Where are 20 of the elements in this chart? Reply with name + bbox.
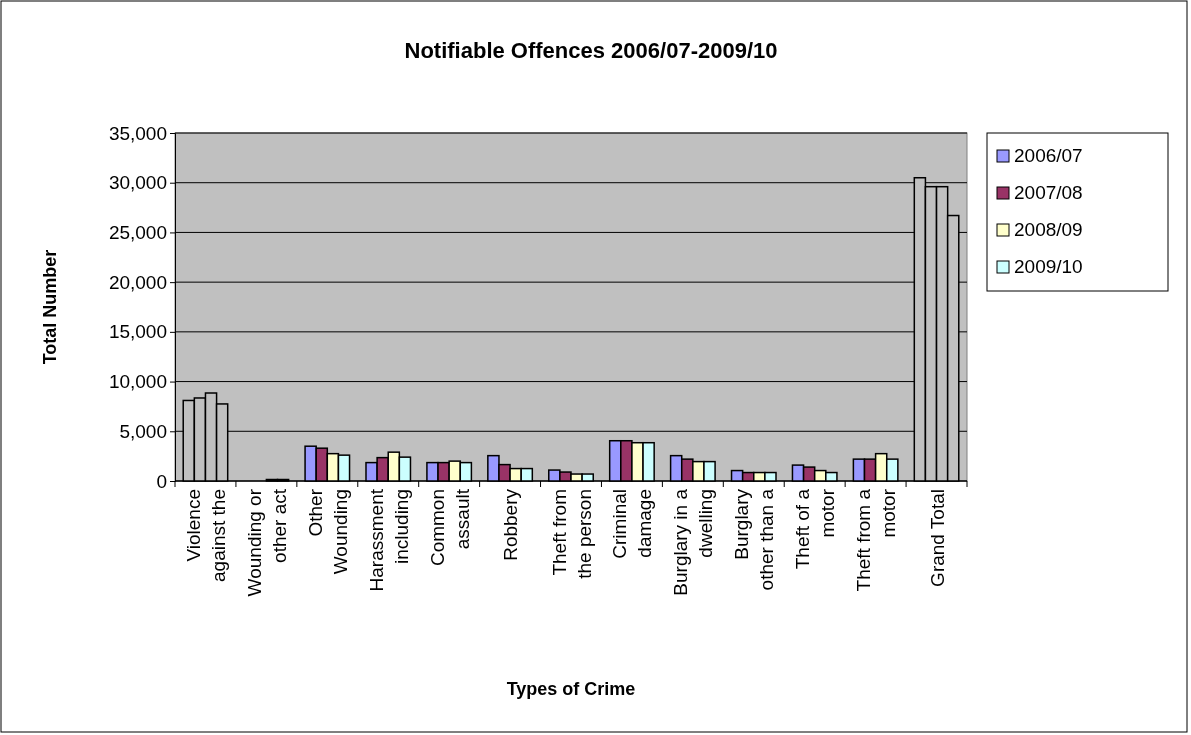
y-tick-label: 30,000 <box>108 172 167 194</box>
legend-label: 2009/10 <box>1014 256 1083 277</box>
legend-label: 2006/07 <box>1014 145 1083 166</box>
y-tick-label: 25,000 <box>108 222 167 244</box>
chart-title: Notifiable Offences 2006/07-2009/10 <box>404 38 778 63</box>
x-tick-label: Grand Total <box>926 489 948 587</box>
x-tick-label: Robbery <box>500 488 522 561</box>
legend-label: 2007/08 <box>1014 182 1083 203</box>
y-tick-label: 20,000 <box>108 271 167 293</box>
x-axis-title: Types of Crime <box>506 679 636 699</box>
x-tick-label: Violence against the <box>182 489 229 582</box>
y-axis-title: Total Number <box>40 249 60 365</box>
x-tick-label: Theft from the person <box>548 489 595 579</box>
y-tick-label: 5,000 <box>119 420 167 442</box>
y-tick-label: 35,000 <box>108 122 167 144</box>
x-tick-label: Harassment including <box>365 488 412 592</box>
y-tick-label: 10,000 <box>108 371 167 393</box>
y-tick-label: 15,000 <box>108 321 167 343</box>
y-tick-label: 0 <box>156 470 167 492</box>
legend-label: 2008/09 <box>1014 219 1083 240</box>
